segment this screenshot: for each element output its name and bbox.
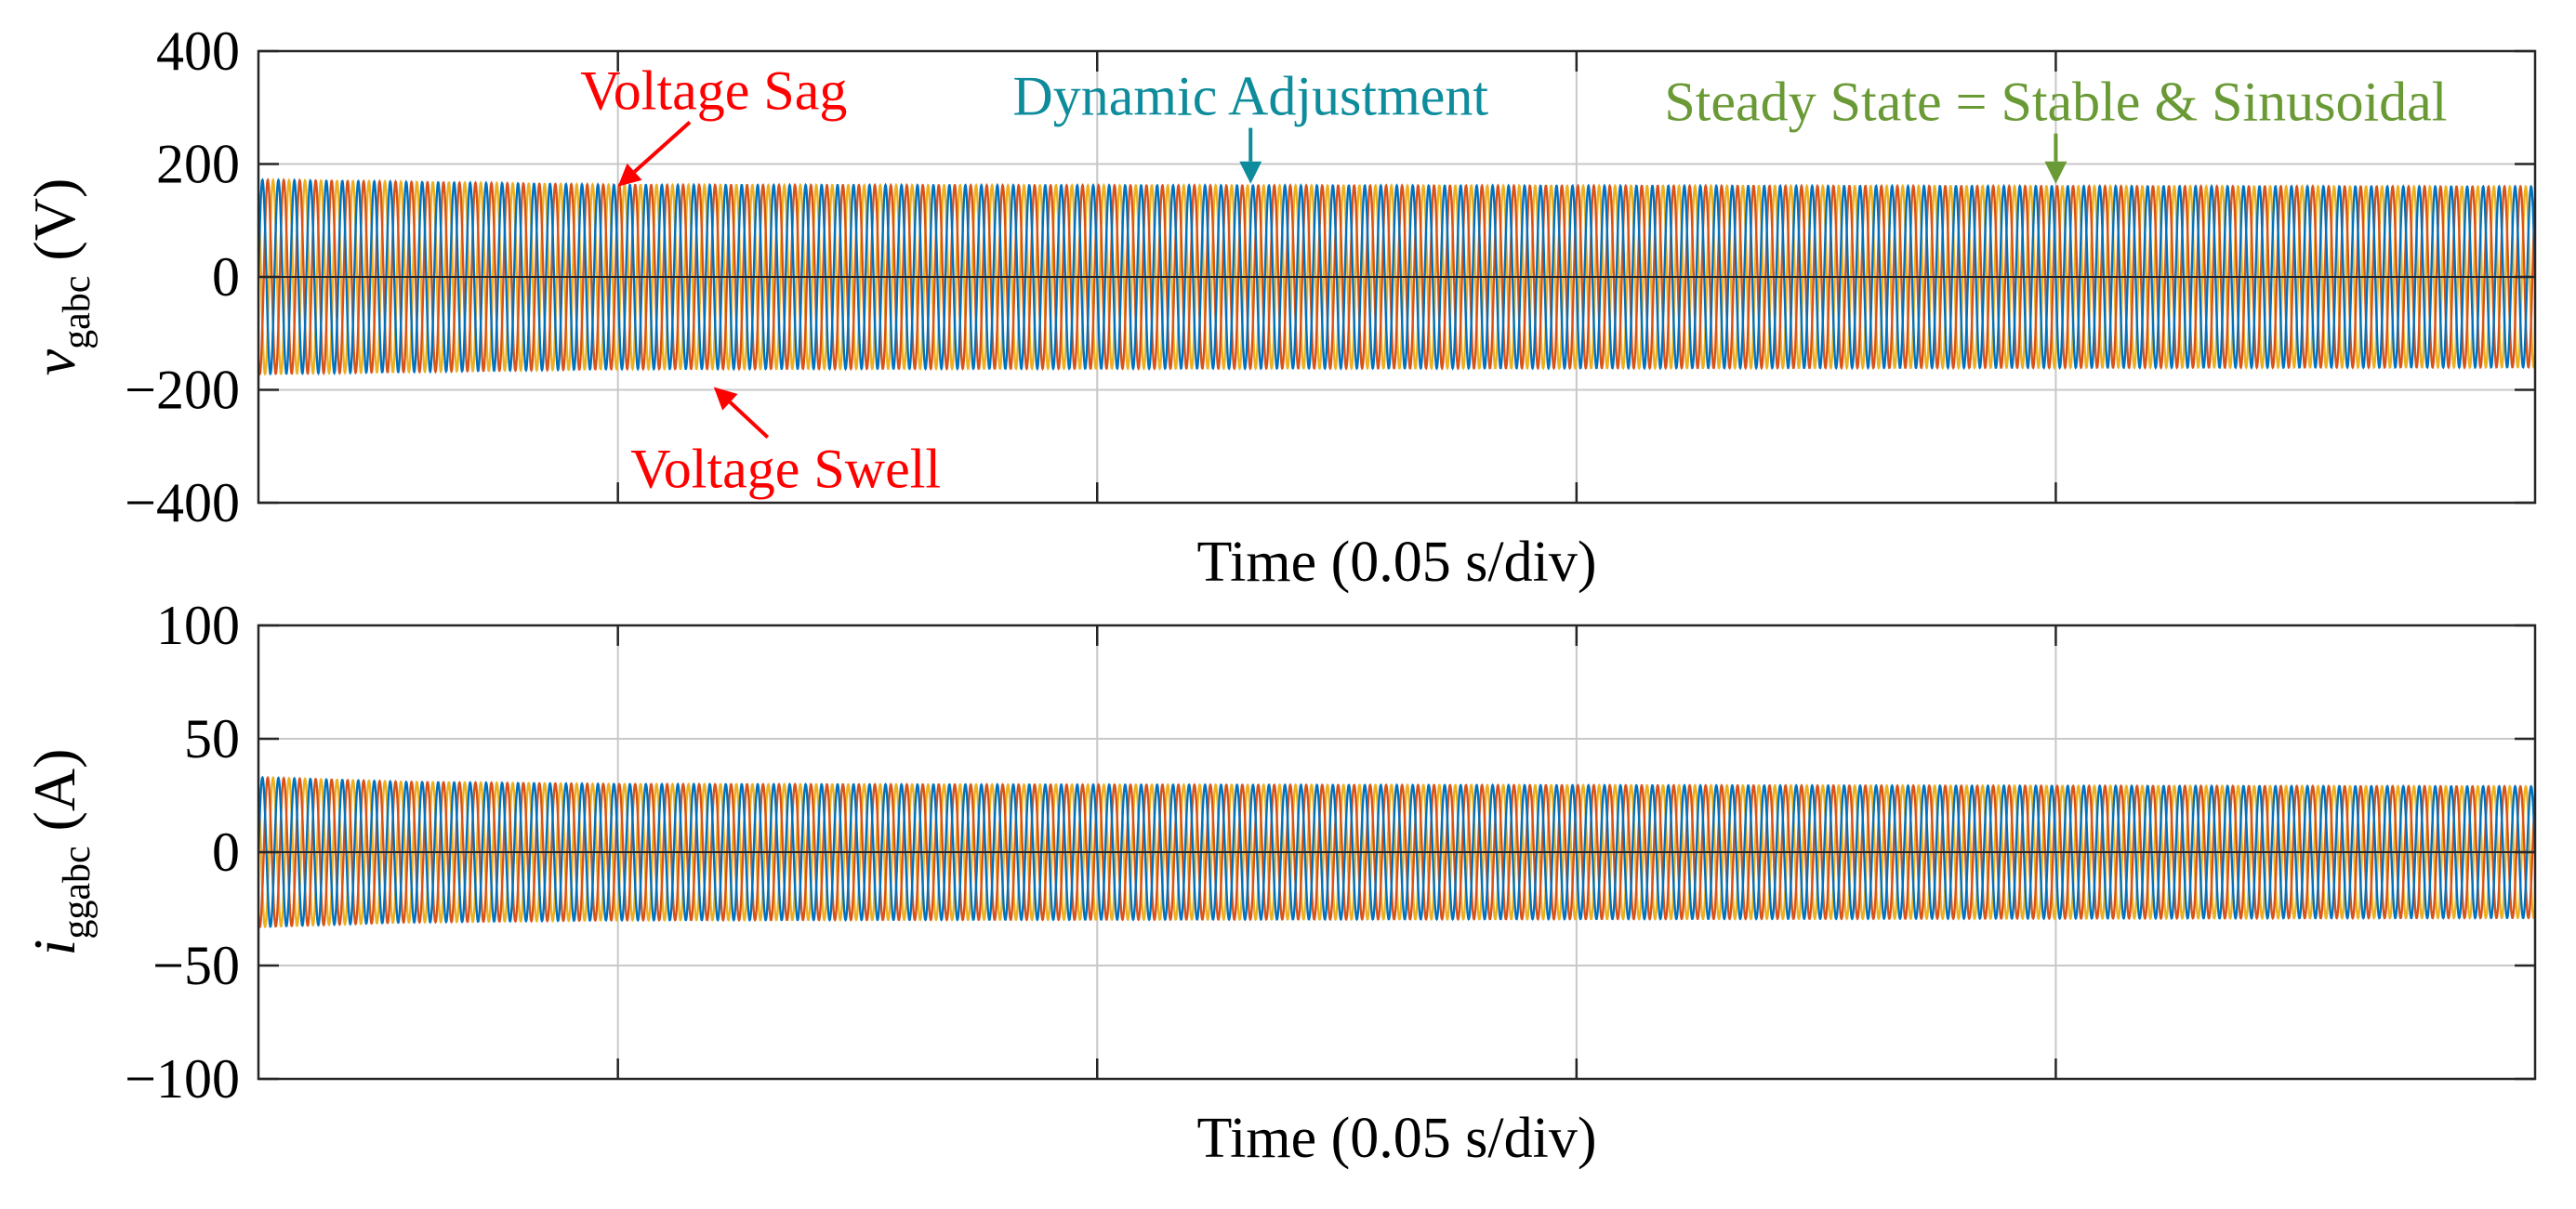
series-phase-1 <box>258 177 2535 375</box>
annotation-arrow-shaft <box>728 401 770 440</box>
series-phase-2 <box>258 775 2535 929</box>
ytick-label: 0 <box>212 821 240 883</box>
annotation-arrow-head <box>2044 161 2067 184</box>
voltage-panel: 400 200 0 −200 −400 Time (0.05 s/div) vgabc (V… <box>21 20 2537 594</box>
y-axis-subscript: ggabc <box>56 846 99 939</box>
ytick-label: 400 <box>156 20 240 82</box>
annotation-arrow-head <box>713 387 738 411</box>
y-axis-label: vgabc (V) <box>21 178 99 376</box>
ytick-label: 50 <box>184 708 240 769</box>
series-phase-2 <box>258 177 2535 376</box>
ytick-label: 0 <box>212 246 240 308</box>
ytick-label: 200 <box>156 134 240 195</box>
ytick-label: −400 <box>125 472 240 533</box>
annotation-label: Voltage Swell <box>630 439 941 500</box>
annotation-2: Dynamic Adjustment <box>1012 66 1488 184</box>
y-axis-unit: (V) <box>21 178 87 276</box>
y-axis-label: iggabc (A) <box>21 749 99 956</box>
annotation-0: Voltage Sag <box>580 60 847 187</box>
annotation-arrow-head <box>617 163 642 187</box>
y-axis-unit: (A) <box>21 749 87 847</box>
annotation-3: Steady State = Stable & Sinusoidal <box>1664 72 2447 184</box>
annotation-arrow-head <box>1239 161 1262 184</box>
current-panel: 100 50 0 −50 −100 Time (0.05 s/div) iggabc (A) <box>21 595 2537 1170</box>
series-group <box>258 775 2535 929</box>
annotation-arrow-shaft <box>633 121 692 174</box>
y-axis-subscript: gabc <box>56 276 99 349</box>
ytick-label: −50 <box>152 935 240 996</box>
y-axis-symbol: v <box>21 348 87 375</box>
y-axis-symbol: i <box>21 940 87 956</box>
annotation-label: Steady State = Stable & Sinusoidal <box>1664 72 2447 133</box>
x-axis-label: Time (0.05 s/div) <box>1196 1107 1596 1170</box>
ytick-label: −100 <box>125 1048 240 1110</box>
annotation-1: Voltage Swell <box>630 387 941 500</box>
ytick-label: −200 <box>125 360 240 421</box>
annotation-label: Dynamic Adjustment <box>1012 66 1488 127</box>
series-phase-1 <box>258 775 2535 928</box>
ytick-label: 100 <box>156 595 240 656</box>
annotation-label: Voltage Sag <box>580 60 847 122</box>
x-axis-label: Time (0.05 s/div) <box>1196 531 1596 594</box>
series-group <box>258 177 2535 376</box>
